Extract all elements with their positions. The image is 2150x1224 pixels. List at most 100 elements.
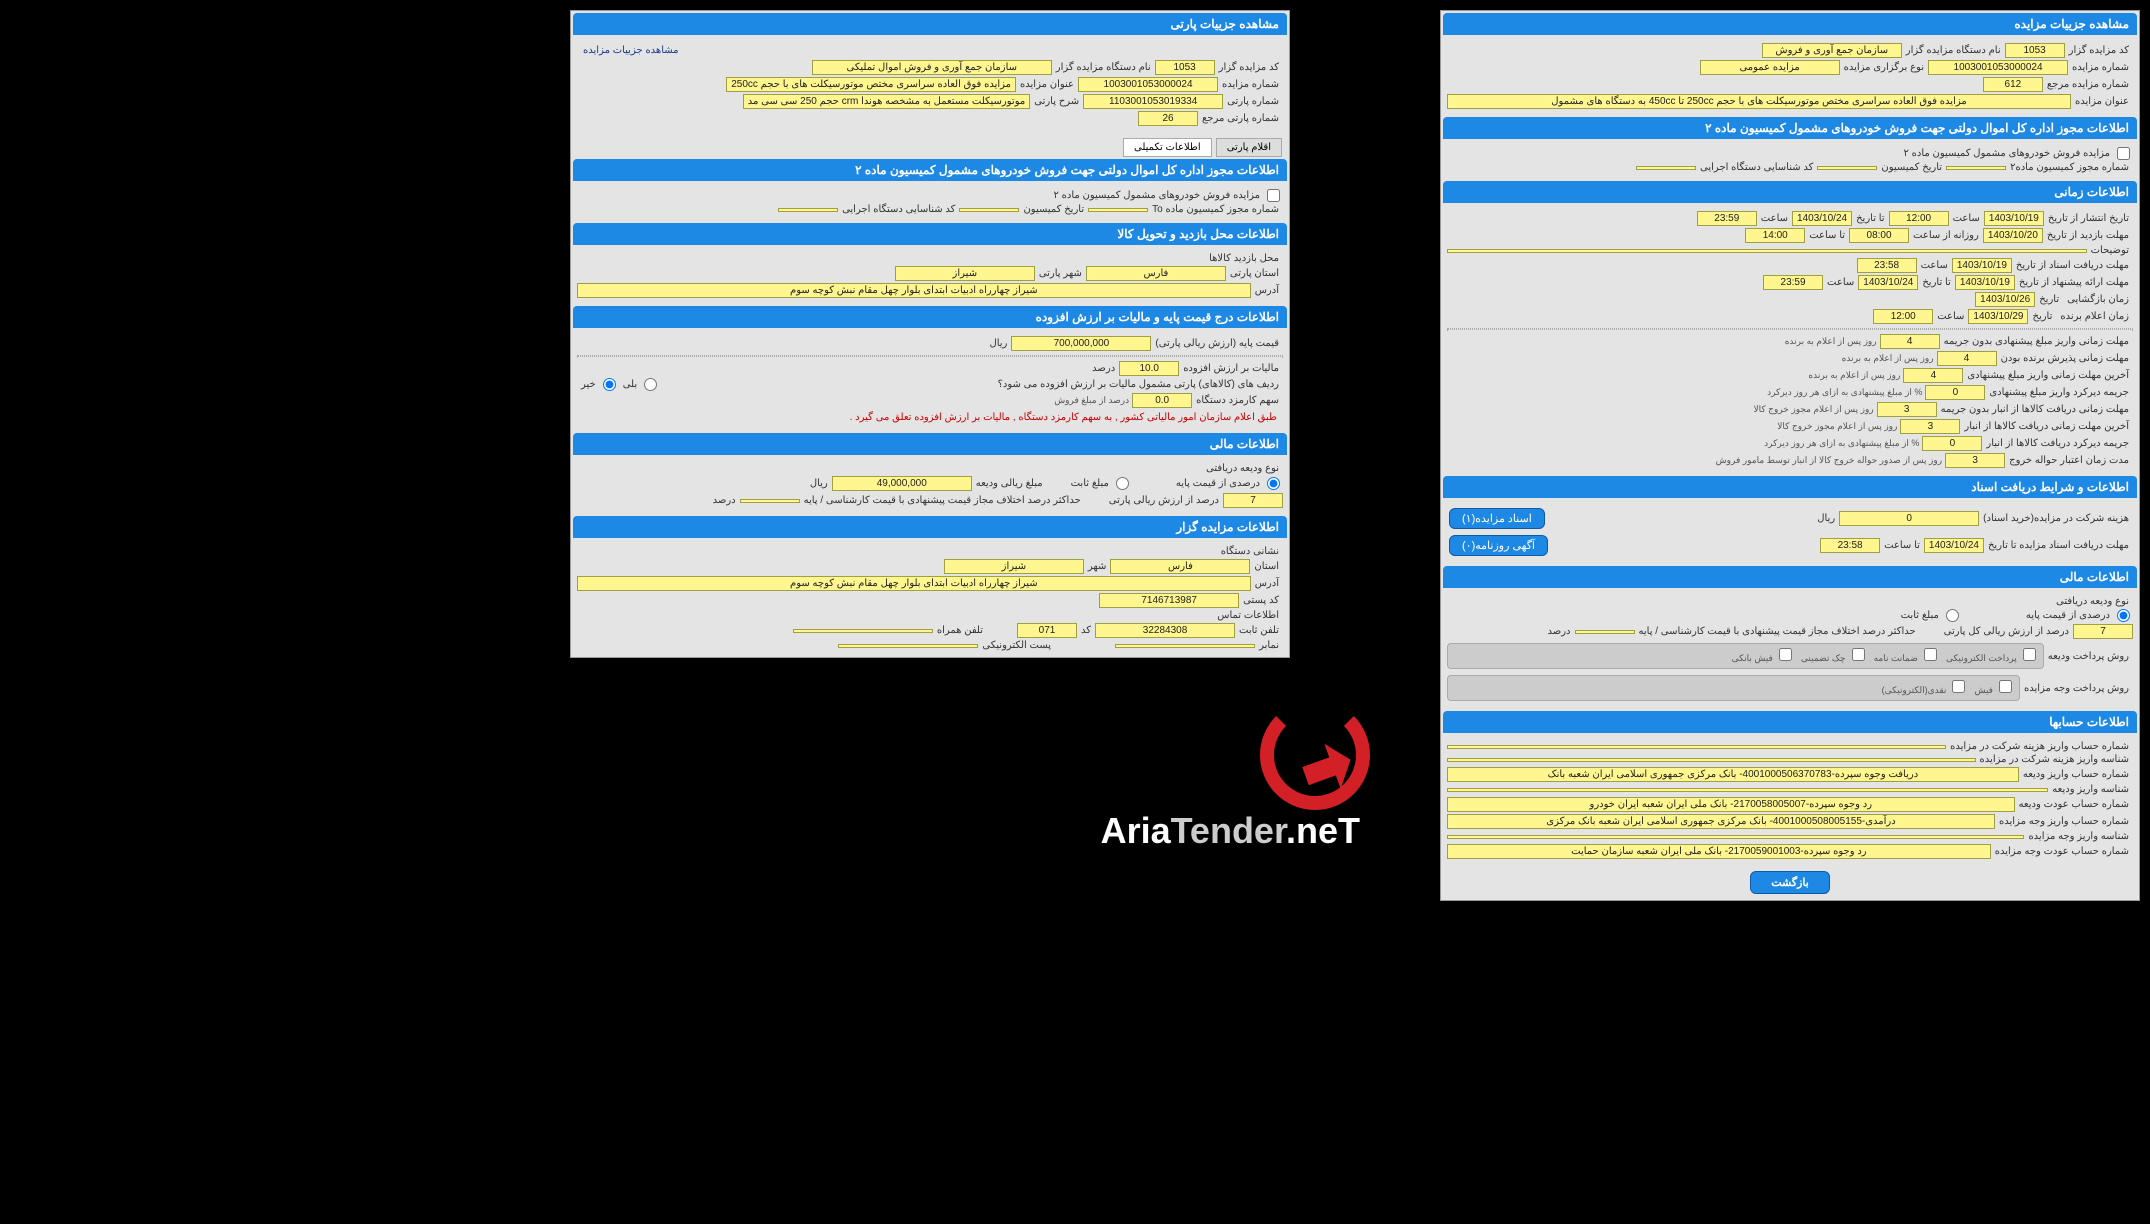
vat-label: مالیات بر ارزش افزوده [1179, 363, 1283, 374]
chk-f-label: فیش [1971, 685, 1996, 695]
rial-label: ریال [1813, 513, 1839, 524]
opt1-label: درصدی از قیمت پایه [2022, 610, 2114, 621]
email-label: پست الکترونیکی [978, 640, 1055, 651]
date-label2: تاریخ [2028, 311, 2056, 322]
to-time-label: تا ساعت [1805, 230, 1849, 241]
return-button[interactable]: بازگشت [1750, 871, 1830, 894]
m6-suffix: روز پس از اعلام مجوز خروج کالا [1774, 421, 1900, 432]
organizer-name: سازمان جمع آوری و فروش [1762, 43, 1902, 58]
m8-suffix: روز پس از صدور حواله خروج کالا از انبار … [1713, 455, 1945, 466]
acc7-label: شناسه واریز وجه مزایده [2024, 831, 2133, 842]
l-org-code-label: کد مزایده گزار [1215, 62, 1283, 73]
m2-label: مهلت زمانی پذیرش برنده بودن [1997, 353, 2133, 364]
auction-type: مزایده عمومی [1700, 60, 1840, 75]
daily-from-label: روزانه از ساعت [1909, 230, 1983, 241]
permit-checkbox[interactable] [2117, 147, 2130, 160]
timing-body: تاریخ انتشار از تاریخ 1403/10/19 ساعت 12… [1441, 205, 2139, 474]
email [838, 644, 978, 648]
chk-cash[interactable] [1952, 680, 1965, 693]
m7-label: جریمه دیرکرد دریافت کالاها از انبار [1982, 438, 2133, 449]
deposit-radio-pct[interactable] [2117, 609, 2130, 622]
l-rial-label: ریال [985, 338, 1011, 349]
l-section-header-price: اطلاعات درج قیمت پایه و مالیات بر ارزش ا… [573, 306, 1287, 328]
docs-button[interactable]: اسناد مزایده(۱) [1449, 508, 1545, 529]
postal: 7146713987 [1099, 593, 1239, 608]
tab-extra[interactable]: اطلاعات تکمیلی [1123, 138, 1212, 157]
vat-yes-radio[interactable] [644, 378, 657, 391]
vat: 10.0 [1119, 361, 1179, 376]
section-header-permit: اطلاعات مجوز اداره کل اموال دولتی جهت فر… [1443, 117, 2137, 139]
doc-from: 1403/10/19 [1952, 258, 2012, 273]
l-deposit-radio-fixed[interactable] [1116, 477, 1129, 490]
lot-body: مشاهده جزییات مزایده کد مزایده گزار 1053… [571, 37, 1289, 132]
doc-until-label: مهلت دریافت اسناد مزایده تا تاریخ [1984, 540, 2133, 551]
l-section-header-finance: اطلاعات مالی [573, 433, 1287, 455]
acc5: رد وجوه سپرده-2170058005007- بانک ملی ای… [1447, 797, 2015, 812]
daily-from: 08:00 [1849, 228, 1909, 243]
m5: 3 [1877, 402, 1937, 417]
vat-no-radio[interactable] [603, 378, 616, 391]
deposit-radio-fixed[interactable] [1946, 609, 1959, 622]
newspaper-button[interactable]: آگهی روزنامه(۰) [1449, 535, 1548, 556]
l-opt2-label: مبلغ ثابت [1067, 478, 1113, 489]
l-party-no: 1103001053019334 [1083, 94, 1223, 109]
share: 0.0 [1132, 393, 1192, 408]
m7: 0 [1922, 436, 1982, 451]
acc6-label: شماره حساب واریز وجه مزایده [1995, 816, 2133, 827]
auction-title-label: عنوان مزایده [2071, 96, 2133, 107]
chk-guarantee[interactable] [1924, 648, 1937, 661]
l-opt1-label: درصدی از قیمت پایه [1172, 478, 1264, 489]
section-header-accounts: اطلاعات حسابها [1443, 711, 2137, 733]
m2: 4 [1937, 351, 1997, 366]
chk-cheque[interactable] [1852, 648, 1865, 661]
m8: 3 [1945, 453, 2005, 468]
auction-details-panel: مشاهده جزییات مزایده کد مزایده گزار 1053… [1440, 10, 2140, 901]
base-price: 700,000,000 [1011, 336, 1151, 351]
chk-fish[interactable] [1999, 680, 2012, 693]
acc5-label: شماره حساب عودت ودیعه [2015, 799, 2133, 810]
l-auction-title: مزایده فوق العاده سراسری مختص موتورسیکلت… [726, 77, 1016, 92]
open-label: زمان بازگشایی [2063, 294, 2133, 305]
section-header-docs: اطلاعات و شرایط دریافت اسناد [1443, 476, 2137, 498]
permit-no-label: شماره مجوز کمیسیون ماده۲ [2006, 162, 2133, 173]
fax-label: نمابر [1255, 640, 1283, 651]
m1-suffix: روز پس از اعلام به برنده [1782, 336, 1880, 347]
org-city-label: شهر [1084, 561, 1111, 572]
m4: 0 [1925, 385, 1985, 400]
vat-q-label: ردیف های (کالاهای) پارتی مشمول مالیات بر… [994, 379, 1283, 390]
l-permit-checkbox[interactable] [1267, 189, 1280, 202]
tab-items[interactable]: اقلام پارتی [1216, 138, 1282, 157]
chk-n-label: نقدی(الکترونیکی) [1879, 685, 1950, 695]
base-label: قیمت پایه (ارزش ریالی پارتی) [1151, 338, 1283, 349]
visit-from: 1403/10/20 [1983, 228, 2043, 243]
notes [1447, 249, 2087, 253]
logo-text1: Aria [1101, 810, 1171, 851]
m1-label: مهلت زمانی واریز مبلغ پیشنهادی بدون جریم… [1940, 336, 2133, 347]
permit-date-label: تاریخ کمیسیون [1877, 162, 1946, 173]
auction-no: 1003001053000024 [1928, 60, 2068, 75]
prop-to-time: 23:59 [1763, 275, 1823, 290]
l-exec-code [778, 208, 838, 212]
time-label4: ساعت [1823, 277, 1858, 288]
l-permit-check-label: مزایده فروش خودروهای مشمول کمیسیون ماده … [1049, 190, 1264, 201]
code-label: کد [1077, 625, 1095, 636]
opt2-label: مبلغ ثابت [1897, 610, 1943, 621]
l-deposit-radio-pct[interactable] [1267, 477, 1280, 490]
time-label5: ساعت [1933, 311, 1968, 322]
auction-details-link[interactable]: مشاهده جزییات مزایده [577, 43, 685, 58]
logo-text2: Tender [1171, 810, 1286, 851]
doc-from-time: 23:58 [1857, 258, 1917, 273]
addr-label: آدرس [1251, 285, 1283, 296]
l-org-name: سازمان جمع آوری و فروش اموال تملیکی [812, 60, 1052, 75]
acc8-label: شماره حساب عودت وجه مزایده [1991, 846, 2133, 857]
organizer-code: 1053 [2005, 43, 2065, 58]
logo-circle-icon [1260, 700, 1370, 810]
winner-label: زمان اعلام برنده [2056, 311, 2133, 322]
l-exec-code-label: کد شناسایی دستگاه اجرایی [838, 204, 959, 215]
chk-bank[interactable] [1779, 648, 1792, 661]
loc-label: محل بازدید کالاها [1205, 253, 1283, 264]
pay-auc-label: روش پرداخت وجه مزایده [2020, 683, 2133, 694]
chk-electronic[interactable] [2023, 648, 2036, 661]
m5-label: مهلت زمانی دریافت کالاها از انبار بدون ج… [1937, 404, 2133, 415]
acc3: دریافت وجوه سپرده-4001000506370783- بانک… [1447, 767, 2019, 782]
